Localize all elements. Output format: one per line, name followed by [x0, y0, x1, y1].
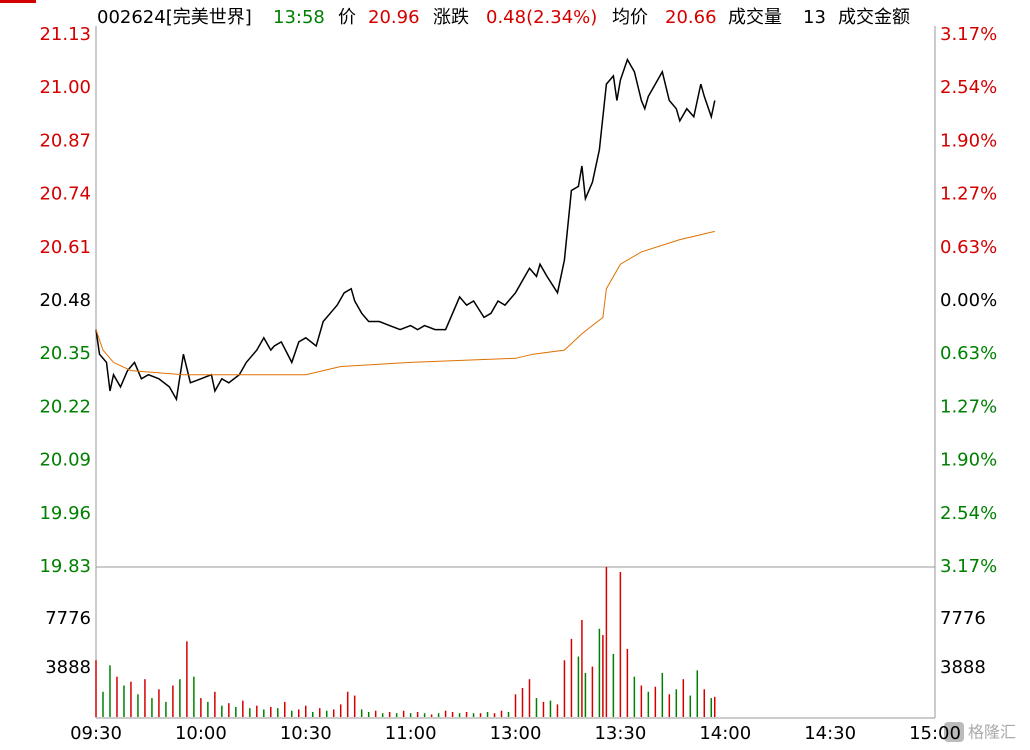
volume-tick-label: 3888: [940, 657, 986, 678]
y2-tick-label: 1.27%: [940, 183, 997, 204]
y-tick-label: 20.74: [39, 184, 91, 205]
y2-tick-label: 0.00%: [940, 290, 997, 311]
y2-tick-label: 1.27%: [940, 397, 997, 418]
tab-marker: [0, 0, 36, 3]
watermark: 格隆汇: [968, 723, 1016, 742]
volume: 13: [803, 7, 826, 28]
price: 20.96: [368, 7, 420, 28]
y-tick-label: 21.00: [39, 77, 91, 98]
time: 13:58: [273, 7, 325, 28]
y2-tick-label: 0.63%: [940, 343, 997, 364]
y2-tick-label: 3.17%: [940, 556, 997, 577]
avg: 20.66: [665, 7, 717, 28]
price-label: 价: [338, 7, 356, 28]
x-tick-label: 09:30: [70, 723, 122, 744]
x-tick-label: 14:00: [699, 723, 751, 744]
y-tick-label: 20.09: [39, 450, 91, 471]
y2-tick-label: 3.17%: [940, 24, 997, 45]
y2-tick-label: 0.63%: [940, 237, 997, 258]
volume-label: 成交量: [728, 7, 782, 28]
y-tick-label: 20.35: [39, 343, 91, 364]
amount-label: 成交金额: [838, 7, 910, 28]
avg-label: 均价: [612, 7, 648, 28]
y-tick-label: 21.13: [39, 24, 91, 45]
volume-tick-label: 7776: [940, 608, 986, 629]
change: 0.48(2.34%): [486, 7, 597, 28]
y-tick-label: 20.87: [39, 130, 91, 151]
x-tick-label: 14:30: [804, 723, 856, 744]
volume-tick-label: 3888: [45, 657, 91, 678]
change-label: 涨跌: [433, 7, 469, 28]
x-tick-label: 13:00: [490, 723, 542, 744]
y2-tick-label: 1.90%: [940, 449, 997, 470]
watermark-logo: [944, 722, 964, 742]
y-tick-label: 20.48: [39, 290, 91, 311]
x-tick-label: 13:30: [594, 723, 646, 744]
code-name: 002624[完美世界]: [97, 7, 252, 28]
price-line: [95, 57, 716, 402]
price-line: [95, 230, 715, 376]
y-tick-label: 20.22: [39, 396, 91, 417]
volume-tick-label: 7776: [45, 608, 91, 629]
y-tick-label: 19.96: [39, 503, 91, 524]
x-tick-label: 15:00: [909, 723, 961, 744]
y2-tick-label: 2.54%: [940, 503, 997, 524]
y-tick-label: 19.83: [39, 556, 91, 577]
y2-tick-label: 2.54%: [940, 77, 997, 98]
y2-tick-label: 1.90%: [940, 131, 997, 152]
x-tick-label: 11:00: [385, 723, 437, 744]
x-tick-label: 10:00: [175, 723, 227, 744]
x-tick-label: 10:30: [280, 723, 332, 744]
y-tick-label: 20.61: [39, 237, 91, 258]
